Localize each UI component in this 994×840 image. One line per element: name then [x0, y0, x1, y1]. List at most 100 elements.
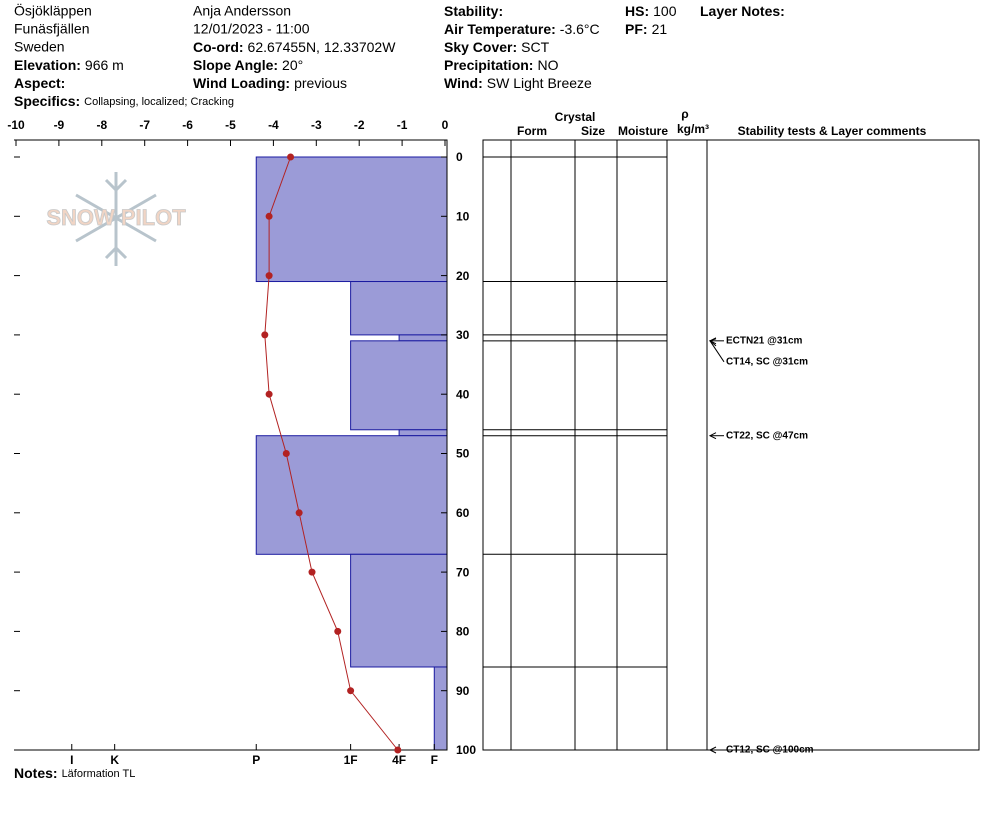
logo-text: SNOW PILOT — [46, 205, 186, 230]
hardness-bar — [433, 666, 448, 751]
field-label: Slope Angle: — [193, 57, 278, 73]
header-field: Wind Loading: previous — [193, 75, 347, 91]
x-tick-label: -5 — [225, 118, 236, 132]
arrow-head — [708, 338, 717, 347]
y-tick-label: 90 — [456, 684, 470, 698]
stability-test: CT22, SC @47cm — [726, 430, 808, 441]
header-field: Ösjökläppen — [14, 2, 92, 19]
table-header: kg/m³ — [677, 122, 709, 136]
y-tick-label: 60 — [456, 506, 470, 520]
header-field: HS: 100 — [625, 3, 677, 19]
arrow-head — [708, 432, 717, 440]
field-value: previous — [294, 75, 347, 91]
y-tick-label: 80 — [456, 625, 470, 639]
field-label: PF: — [625, 21, 648, 37]
temperature-point — [334, 627, 342, 635]
table-header: Size — [581, 124, 605, 138]
table-header: Crystal — [555, 110, 596, 124]
layer-table — [482, 139, 980, 751]
arrow-head — [708, 746, 717, 754]
x-tick-label: -3 — [311, 118, 322, 132]
field-label: Wind Loading: — [193, 75, 290, 91]
temperature-point — [282, 450, 290, 457]
header-field: Air Temperature: -3.6°C — [444, 21, 600, 37]
header-field: Sweden — [14, 39, 65, 55]
field-label: Air Temperature: — [444, 21, 556, 37]
temperature-point — [287, 153, 295, 161]
field-value: SCT — [521, 39, 549, 55]
field-label: Layer Notes: — [700, 3, 785, 19]
header-field: PF: 21 — [625, 21, 667, 37]
x-tick-label: 0 — [442, 118, 449, 132]
y-tick-label: 10 — [456, 209, 470, 223]
hardness-tick-label: P — [252, 753, 260, 767]
notes: Notes: Läformation TL — [14, 765, 135, 781]
table-header: Stability tests & Layer comments — [738, 124, 927, 138]
temperature-point — [265, 390, 273, 398]
hardness-bar — [350, 281, 448, 336]
x-tick-label: -2 — [354, 118, 365, 132]
field-label: Co-ord: — [193, 39, 244, 55]
x-tick-label: -8 — [96, 118, 107, 132]
header-field: Elevation: 966 m — [14, 57, 124, 73]
header-field: Anja Andersson — [193, 3, 291, 19]
y-tick-label: 0 — [456, 150, 463, 164]
hardness-bar — [398, 334, 448, 342]
field-value: 100 — [653, 3, 677, 19]
header-field: Slope Angle: 20° — [193, 57, 303, 73]
field-label: HS: — [625, 3, 649, 19]
temperature-point — [261, 331, 269, 339]
logo — [75, 172, 157, 266]
temperature-point — [265, 212, 273, 220]
header-field: Funäsfjällen — [14, 21, 90, 37]
x-tick-label: -9 — [54, 118, 65, 132]
test-arrow — [709, 340, 725, 363]
header-field: Aspect: — [14, 75, 65, 91]
hardness-bar — [398, 429, 448, 437]
y-tick-label: 70 — [456, 565, 470, 579]
hardness-bar — [350, 340, 448, 431]
table-header: Moisture — [618, 124, 668, 138]
hardness-tick-label: K — [110, 753, 119, 767]
field-value: NO — [537, 57, 558, 73]
stability-test: ECTN21 @31cm — [726, 335, 803, 346]
y-tick-label: 30 — [456, 328, 470, 342]
y-tick-label: 50 — [456, 447, 470, 461]
field-value: 62.67455N, 12.33702W — [248, 39, 397, 55]
header-field: Sky Cover: SCT — [444, 39, 550, 55]
field-label: Aspect: — [14, 75, 65, 91]
field-label: Precipitation: — [444, 57, 533, 73]
header-field: Co-ord: 62.67455N, 12.33702W — [193, 39, 396, 55]
field-label: Stability: — [444, 3, 503, 19]
hardness-bar — [255, 156, 448, 283]
y-tick-label: 20 — [456, 269, 470, 283]
temperature-point — [308, 568, 316, 576]
temperature-point — [347, 687, 355, 695]
stability-test: CT12, SC @100cm — [726, 745, 814, 756]
x-tick-label: -4 — [268, 118, 279, 132]
field-value: -3.6°C — [560, 21, 600, 37]
field-value: SW Light Breeze — [487, 75, 592, 91]
x-tick-label: -7 — [139, 118, 150, 132]
notes-label: Notes: — [14, 765, 58, 781]
header-field: Precipitation: NO — [444, 57, 559, 73]
y-tick-label: 100 — [456, 743, 476, 757]
temperature-point — [265, 272, 273, 280]
field-value: 21 — [652, 21, 668, 37]
x-tick-label: -6 — [182, 118, 193, 132]
temperature-point — [394, 746, 402, 754]
hardness-tick-label: 1F — [344, 753, 358, 767]
field-value: 966 m — [85, 57, 124, 73]
header-field: Wind: SW Light Breeze — [444, 75, 592, 91]
table-header: ρ — [681, 107, 688, 121]
field-value: Collapsing, localized; Cracking — [84, 96, 234, 108]
temperature-point — [295, 509, 303, 517]
hardness-bar — [350, 553, 448, 668]
notes-value: Läformation TL — [62, 768, 136, 780]
header-field: Stability: — [444, 3, 503, 19]
header-field: Layer Notes: — [700, 3, 785, 19]
field-label: Wind: — [444, 75, 483, 91]
hardness-tick-label: I — [70, 753, 73, 767]
hardness-tick-label: 4F — [392, 753, 406, 767]
